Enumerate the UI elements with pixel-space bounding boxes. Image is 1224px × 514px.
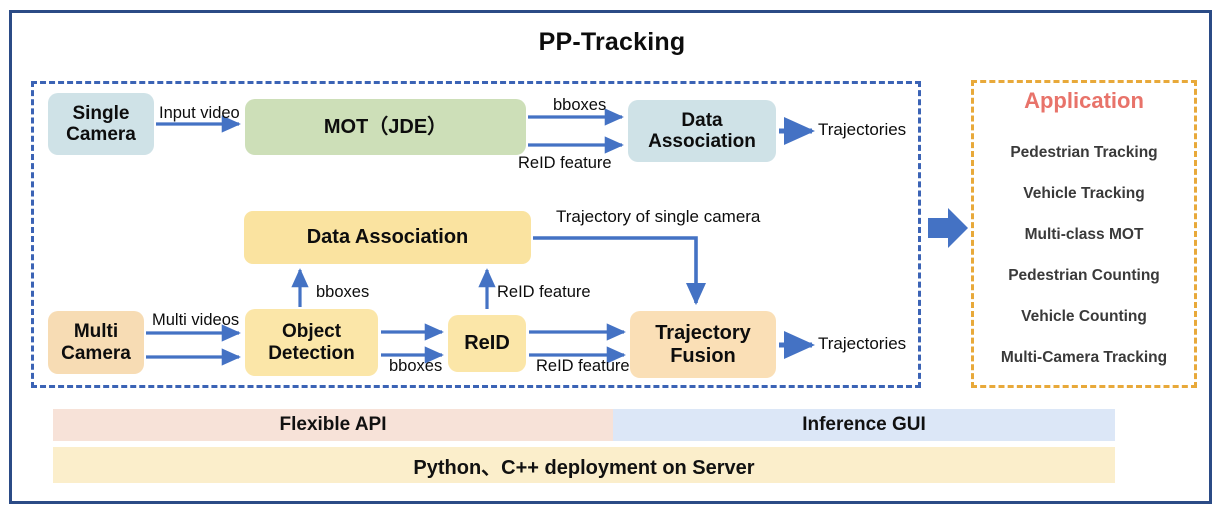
node-reid[interactable]: ReID — [448, 315, 526, 372]
node-multi-camera[interactable]: Multi Camera — [48, 311, 144, 374]
node-single-camera-line1: Single — [72, 102, 130, 124]
application-panel — [971, 80, 1197, 388]
application-item[interactable]: Multi-Camera Tracking — [1000, 349, 1168, 366]
node-object-detection-line2: Detection — [268, 342, 355, 364]
node-data-association-multi-label: Data Association — [306, 226, 469, 249]
node-reid-label: ReID — [464, 332, 510, 355]
application-title: Application — [1024, 88, 1144, 113]
edge-label-bboxes-top: bboxes — [553, 96, 607, 114]
pipeline-panel — [31, 81, 921, 388]
application-item[interactable]: Pedestrian Counting — [1008, 267, 1160, 284]
node-object-detection-line1: Object — [281, 321, 342, 343]
edge-label-bboxes-to-association: bboxes — [316, 283, 370, 301]
edge-label-multi-videos: Multi videos — [152, 311, 240, 329]
node-object-detection[interactable]: Object Detection — [245, 309, 378, 376]
bar-inference-gui-label: Inference GUI — [802, 414, 926, 435]
application-list: Pedestrian Tracking Vehicle Tracking Mul… — [971, 132, 1197, 378]
node-trajectory-fusion-line2: Fusion — [670, 344, 736, 367]
node-data-association-multi[interactable]: Data Association — [244, 211, 531, 264]
node-multi-camera-line2: Camera — [61, 342, 131, 364]
edge-label-trajectory-of-single-camera: Trajectory of single camera — [556, 207, 761, 226]
node-mot-jde[interactable]: MOT（JDE） — [245, 99, 526, 155]
node-trajectory-fusion-line1: Trajectory — [655, 322, 751, 345]
edge-label-trajectories-top: Trajectories — [818, 120, 907, 139]
node-data-association-single-line1: Data — [681, 109, 723, 131]
bar-flexible-api[interactable]: Flexible API — [53, 409, 613, 441]
page-title: PP-Tracking — [538, 28, 686, 56]
node-data-association-single-line2: Association — [648, 131, 756, 152]
application-item[interactable]: Pedestrian Tracking — [1010, 144, 1158, 161]
node-single-camera-line2: Camera — [66, 124, 136, 145]
node-single-camera[interactable]: Single Camera — [48, 93, 154, 155]
node-multi-camera-line1: Multi — [73, 321, 119, 343]
application-item[interactable]: Vehicle Counting — [1021, 308, 1147, 325]
bar-inference-gui[interactable]: Inference GUI — [613, 409, 1115, 441]
bar-flexible-api-label: Flexible API — [279, 414, 387, 435]
application-item[interactable]: Vehicle Tracking — [1023, 185, 1145, 202]
node-mot-jde-label: MOT（JDE） — [323, 115, 448, 138]
node-trajectory-fusion[interactable]: Trajectory Fusion — [630, 311, 776, 378]
edge-label-bboxes-detection-to-reid: bboxes — [389, 357, 443, 375]
edge-label-input-video: Input video — [159, 104, 240, 122]
edge-label-reid-feature-to-fusion: ReID feature — [536, 357, 630, 375]
node-data-association-single[interactable]: Data Association — [628, 100, 776, 162]
application-item[interactable]: Multi-class MOT — [1024, 226, 1144, 243]
bar-deployment[interactable]: Python、C++ deployment on Server — [53, 447, 1115, 483]
edge-label-trajectories-bottom: Trajectories — [818, 334, 907, 353]
edge-label-reid-feature-top: ReID feature — [518, 154, 612, 172]
bar-deployment-label: Python、C++ deployment on Server — [413, 456, 755, 479]
edge-label-reid-feature-to-association: ReID feature — [497, 283, 591, 301]
